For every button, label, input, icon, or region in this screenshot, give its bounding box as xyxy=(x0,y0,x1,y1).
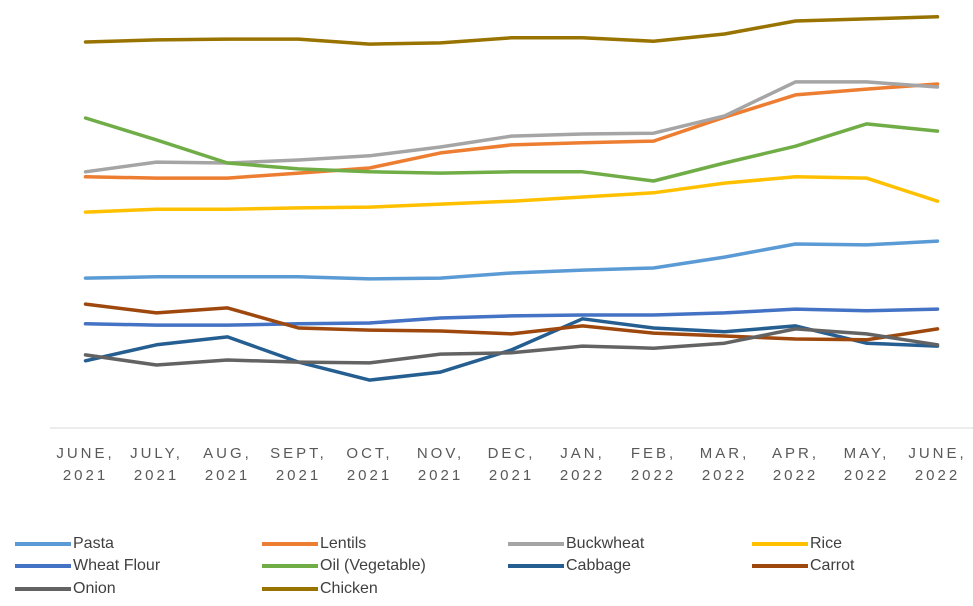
series-line xyxy=(83,175,940,214)
x-tick-label: APR, 2022 xyxy=(771,445,819,484)
legend-item: Cabbage xyxy=(508,556,631,576)
x-tick-label: OCT, 2021 xyxy=(346,445,393,484)
legend-item: Oil (Vegetable) xyxy=(262,556,426,576)
legend-swatch xyxy=(508,564,564,568)
legend-swatch xyxy=(15,587,71,591)
legend-label: Lentils xyxy=(320,535,367,552)
series-line xyxy=(83,307,940,327)
x-tick-label: FEB, 2022 xyxy=(630,445,677,484)
legend-swatch xyxy=(15,542,71,546)
legend-item: Wheat Flour xyxy=(15,556,160,576)
legend-label: Buckwheat xyxy=(566,535,645,552)
series-line xyxy=(83,82,940,180)
x-tick-label: NOV, 2021 xyxy=(416,445,465,484)
legend-label: Rice xyxy=(810,535,843,552)
x-tick-label: DEC, 2021 xyxy=(487,445,536,484)
series-line xyxy=(83,116,940,183)
x-tick-label: JUNE, 2021 xyxy=(56,445,115,484)
x-tick-label: JUNE, 2022 xyxy=(908,445,967,484)
legend-label: Chicken xyxy=(320,580,378,597)
legend-label: Cabbage xyxy=(566,557,631,574)
legend-item: Chicken xyxy=(262,579,378,599)
x-tick-label: JULY, 2021 xyxy=(130,445,183,484)
series-line xyxy=(83,327,940,367)
x-tick-label: MAY, 2022 xyxy=(843,445,890,484)
legend-item: Rice xyxy=(752,534,842,554)
x-tick-label: SEPT, 2021 xyxy=(270,445,327,484)
legend-swatch xyxy=(752,564,808,568)
legend-swatch xyxy=(15,564,71,568)
legend-item: Lentils xyxy=(262,534,366,554)
legend-item: Onion xyxy=(15,579,116,599)
legend-swatch xyxy=(752,542,808,546)
series-line xyxy=(83,239,940,281)
legend-item: Pasta xyxy=(15,534,114,554)
x-tick-label: MAR, 2022 xyxy=(699,445,750,484)
legend-item: Carrot xyxy=(752,556,854,576)
x-tick-label: JAN, 2022 xyxy=(559,445,606,484)
legend-swatch xyxy=(262,587,318,591)
legend-swatch xyxy=(262,542,318,546)
legend-label: Wheat Flour xyxy=(73,557,161,574)
legend-label: Pasta xyxy=(73,535,114,552)
series-line xyxy=(83,302,940,342)
series-line xyxy=(83,15,940,46)
legend-label: Onion xyxy=(73,580,116,597)
legend-swatch xyxy=(508,542,564,546)
x-tick-label: AUG, 2021 xyxy=(203,445,252,484)
series-line xyxy=(83,317,940,382)
legend-label: Carrot xyxy=(810,557,855,574)
legend-label: Oil (Vegetable) xyxy=(320,557,426,574)
legend-swatch xyxy=(262,564,318,568)
legend-item: Buckwheat xyxy=(508,534,644,554)
